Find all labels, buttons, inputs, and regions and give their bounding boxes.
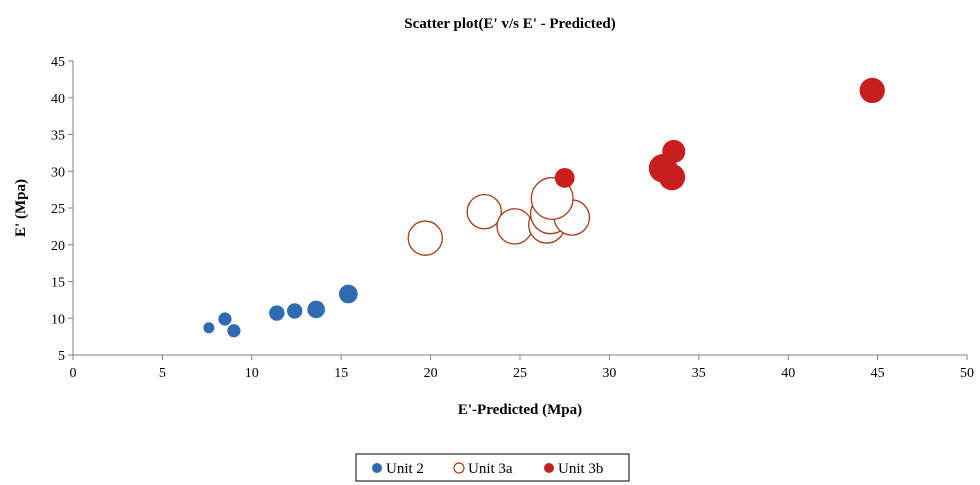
x-tick-label: 35: [692, 366, 706, 381]
y-tick-label: 5: [58, 349, 65, 364]
x-tick-label: 50: [960, 366, 974, 381]
data-point-unit-3b: [554, 167, 575, 188]
data-points: [203, 77, 885, 338]
data-point-unit-2: [287, 303, 303, 319]
y-tick-label: 40: [51, 92, 65, 107]
legend-marker-unit-3a: [453, 462, 465, 474]
y-tick-label: 10: [51, 312, 65, 327]
x-tick-label: 0: [70, 366, 77, 381]
y-tick-label: 15: [51, 276, 65, 291]
data-point-unit-2: [307, 300, 325, 319]
data-point-unit-3b: [658, 163, 686, 191]
x-axis-label: E'-Predicted (Mpa): [458, 402, 582, 418]
x-tick-label: 5: [159, 366, 166, 381]
x-ticks: 0 5 10 15 20 25 30 35 40 45 50: [70, 355, 974, 381]
data-point-unit-3a: [466, 193, 502, 230]
legend-marker-unit-3b: [544, 463, 554, 473]
x-tick-label: 25: [513, 366, 527, 381]
x-tick-label: 40: [781, 366, 795, 381]
data-point-unit-2: [269, 305, 285, 321]
x-tick-label: 45: [871, 366, 885, 381]
data-point-unit-2: [339, 284, 358, 304]
y-tick-label: 20: [51, 239, 65, 254]
data-point-unit-3a: [530, 176, 574, 220]
data-point-unit-2: [227, 324, 241, 338]
data-point-unit-3b: [859, 77, 885, 104]
x-tick-label: 15: [334, 366, 348, 381]
data-point-unit-3a: [407, 220, 443, 256]
legend-marker-unit-2: [372, 463, 382, 473]
data-point-unit-2: [203, 322, 215, 334]
x-tick-label: 10: [245, 366, 259, 381]
y-tick-label: 30: [51, 165, 65, 180]
y-tick-label: 35: [51, 129, 65, 144]
data-point-unit-3b: [662, 139, 686, 163]
y-ticks: 5 10 15 20 25 30 35 40 45: [51, 55, 73, 364]
y-axis-label: E' (Mpa): [13, 179, 29, 237]
data-point-unit-2: [218, 312, 232, 326]
y-tick-label: 45: [51, 55, 65, 70]
y-tick-label: 25: [51, 202, 65, 217]
x-tick-label: 30: [602, 366, 616, 381]
data-point-unit-3a: [496, 208, 533, 245]
legend-label-unit-2: Unit 2: [386, 461, 424, 477]
legend-label-unit-3b: Unit 3b: [558, 461, 603, 477]
x-tick-label: 20: [424, 366, 438, 381]
legend: Unit 2 Unit 3a Unit 3b: [355, 453, 630, 482]
chart-title: Scatter plot(E' v/s E' - Predicted): [404, 16, 616, 32]
legend-label-unit-3a: Unit 3a: [468, 461, 513, 477]
legend-box: [355, 453, 630, 482]
